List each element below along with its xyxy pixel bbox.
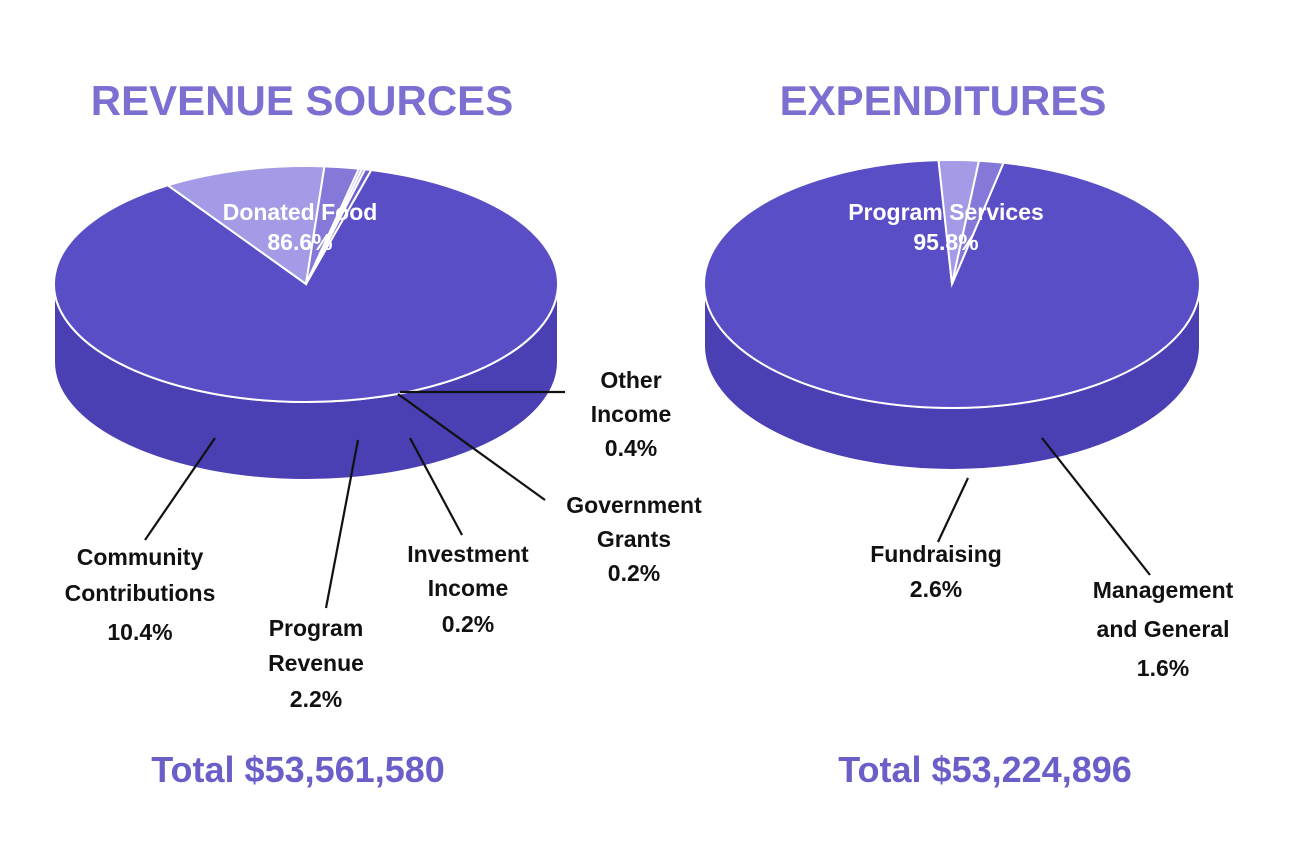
label-program-revenue-2: Revenue xyxy=(268,650,364,676)
label-management-general-2: and General xyxy=(1097,616,1230,642)
label-government-grants-value: 0.2% xyxy=(608,560,660,586)
leader-lines xyxy=(144,390,1151,609)
pie-slice-other-income xyxy=(305,168,373,285)
leader-line-program-revenue xyxy=(324,439,360,609)
expenditures-pie xyxy=(703,159,1201,471)
label-investment-income-2: Income xyxy=(428,575,509,601)
label-community-contributions-value: 10.4% xyxy=(107,619,172,645)
label-community-contributions-1: Community xyxy=(77,544,204,570)
label-program-revenue-value: 2.2% xyxy=(290,686,342,712)
leader-line-management-general xyxy=(1041,437,1151,576)
revenue-pie xyxy=(53,165,559,481)
revenue-title: REVENUE SOURCES xyxy=(91,77,513,124)
label-management-general-1: Management xyxy=(1093,577,1234,603)
label-program-services-value: 95.8% xyxy=(913,229,978,255)
label-other-income-value: 0.4% xyxy=(605,435,657,461)
pie-slice-donated-food xyxy=(53,168,559,403)
expenditures-total: Total $53,224,896 xyxy=(838,749,1132,790)
leader-line-fundraising xyxy=(937,477,969,543)
revenue-total: Total $53,561,580 xyxy=(151,749,445,790)
label-fundraising-name: Fundraising xyxy=(870,541,1002,567)
label-other-income-1: Other xyxy=(600,367,661,393)
label-investment-income-1: Investment xyxy=(407,541,529,567)
label-donated-food-name: Donated Food xyxy=(223,199,378,225)
pie-slice-management-and-general xyxy=(951,159,1006,285)
leader-line-investment-income xyxy=(409,437,463,536)
leader-line-community-contributions xyxy=(144,437,216,541)
label-government-grants-2: Grants xyxy=(597,526,671,552)
label-investment-income-value: 0.2% xyxy=(442,611,494,637)
label-management-general-value: 1.6% xyxy=(1137,655,1189,681)
label-other-income-2: Income xyxy=(591,401,672,427)
label-community-contributions-2: Contributions xyxy=(65,580,216,606)
label-program-revenue-1: Program xyxy=(269,615,364,641)
leader-line-government-grants xyxy=(397,393,546,501)
label-donated-food-value: 86.6% xyxy=(267,229,332,255)
label-program-services-name: Program Services xyxy=(848,199,1044,225)
pie-slice-community-contributions xyxy=(165,165,326,286)
expenditures-title: EXPENDITURES xyxy=(780,77,1107,124)
label-government-grants-1: Government xyxy=(566,492,702,518)
label-fundraising-value: 2.6% xyxy=(910,576,962,602)
